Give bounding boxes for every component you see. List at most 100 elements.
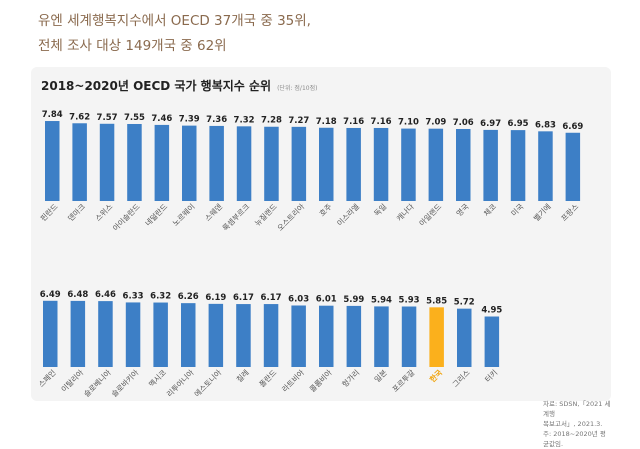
bar-일본 (374, 306, 389, 367)
bar-스위스 (99, 123, 115, 201)
value-label-덴마크: 7.62 (69, 112, 90, 122)
bar-벨기에 (538, 131, 553, 201)
category-label-벨기에: 벨기에 (532, 202, 553, 223)
source-line-1: 자료: SDSN,「2021 세계행 (543, 400, 611, 418)
value-label-네덜란드: 7.46 (151, 114, 172, 124)
bar-이스라엘 (346, 127, 361, 201)
value-label-영국: 7.06 (453, 118, 474, 128)
bar-오스트리아 (291, 126, 307, 201)
category-label-핀란드: 핀란드 (38, 201, 60, 223)
bar-폴란드 (263, 304, 279, 367)
bar-덴마크 (72, 123, 87, 201)
bar-스웨덴 (209, 125, 224, 201)
category-label-호주: 호주 (318, 202, 334, 218)
category-label-포르투갈: 포르투갈 (391, 368, 417, 394)
category-label-스위스: 스위스 (93, 202, 114, 223)
value-label-일본: 5.94 (371, 295, 392, 305)
category-label-콜롬비아: 콜롬비아 (307, 367, 334, 394)
category-label-오스트리아: 오스트리아 (275, 201, 307, 233)
chart-unit: (단위: 점/10점) (277, 85, 318, 92)
category-label-프랑스: 프랑스 (559, 202, 580, 223)
chart-title: 2018~2020년 OECD 국가 행복지수 순위 (단위: 점/10점) (41, 77, 317, 94)
source-line-3: 주: 2018~2020년 평균값임. (543, 430, 606, 448)
category-label-리투아니아: 리투아니아 (164, 367, 196, 399)
category-label-룩셈부르크: 룩셈부르크 (221, 202, 252, 233)
category-label-한국: 한국 (427, 367, 444, 384)
category-label-아일랜드: 아일랜드 (417, 201, 444, 228)
bar-노르웨이 (182, 125, 197, 201)
headline-line-2: 전체 조사 대상 149개국 중 62위 (38, 38, 227, 54)
value-label-에스토니아: 6.19 (205, 293, 226, 303)
bar-멕시코 (153, 302, 168, 367)
value-label-그리스: 5.72 (454, 298, 475, 308)
value-label-헝가리: 5.99 (343, 295, 364, 305)
category-label-라트비아: 라트비아 (279, 367, 306, 394)
category-label-이탈리아: 이탈리아 (59, 367, 86, 394)
category-label-슬로바키아: 슬로바키아 (109, 367, 141, 399)
category-label-미국: 미국 (509, 202, 525, 218)
category-label-캐나다: 캐나다 (395, 202, 416, 223)
headline-line-1: 유엔 세계행복지수에서 OECD 37개국 중 35위, (38, 13, 311, 29)
bar-프랑스 (565, 132, 581, 201)
bar-네덜란드 (154, 124, 170, 201)
value-label-룩셈부르크: 7.32 (234, 115, 255, 125)
bar-독일 (373, 127, 389, 201)
bar-에스토니아 (208, 303, 224, 367)
category-label-헝가리: 헝가리 (340, 368, 361, 389)
value-label-호주: 7.18 (316, 117, 337, 127)
source-note: 자료: SDSN,「2021 세계행 복보고서」, 2021.3. 주: 201… (543, 399, 611, 449)
category-label-체코: 체코 (481, 201, 498, 218)
bar-터키 (484, 316, 500, 367)
value-label-프랑스: 6.69 (562, 122, 583, 132)
value-label-핀란드: 7.84 (42, 110, 63, 120)
category-label-그리스: 그리스 (451, 368, 472, 389)
bar-호주 (319, 127, 334, 201)
bar-포르투갈 (401, 306, 417, 367)
bar-체코 (483, 129, 498, 201)
value-label-스위스: 7.57 (97, 113, 118, 123)
category-label-터키: 터키 (483, 368, 499, 384)
category-label-뉴질랜드: 뉴질랜드 (252, 201, 279, 228)
value-label-슬로베니아: 6.46 (95, 290, 116, 300)
headline: 유엔 세계행복지수에서 OECD 37개국 중 35위, 전체 조사 대상 14… (38, 9, 311, 59)
bar-캐나다 (401, 128, 416, 201)
value-label-아일랜드: 7.09 (425, 118, 446, 128)
bar-뉴질랜드 (264, 126, 279, 201)
category-label-네덜란드: 네덜란드 (143, 201, 170, 228)
category-label-스웨덴: 스웨덴 (203, 202, 224, 223)
bar-리투아니아 (181, 303, 196, 367)
value-label-벨기에: 6.83 (535, 120, 556, 130)
value-label-미국: 6.95 (508, 119, 529, 129)
value-label-독일: 7.16 (371, 117, 392, 127)
category-label-이스라엘: 이스라엘 (334, 201, 361, 228)
category-label-멕시코: 멕시코 (146, 367, 168, 389)
value-label-터키: 4.95 (481, 306, 502, 316)
value-label-스페인: 6.49 (40, 290, 61, 300)
value-label-오스트리아: 7.27 (288, 116, 309, 126)
bar-슬로베니아 (98, 301, 113, 367)
category-label-영국: 영국 (454, 201, 471, 218)
bar-룩셈부르크 (236, 126, 252, 201)
bar-한국 (429, 307, 444, 367)
category-label-덴마크: 덴마크 (66, 202, 87, 223)
value-label-아이슬란드: 7.55 (124, 113, 145, 123)
source-line-2: 복보고서」, 2021.3. (543, 420, 603, 428)
value-label-멕시코: 6.32 (150, 292, 171, 302)
value-label-슬로바키아: 6.33 (123, 291, 144, 301)
chart-panel: 2018~2020년 OECD 국가 행복지수 순위 (단위: 점/10점) 7.… (31, 67, 611, 448)
category-label-스페인: 스페인 (36, 367, 58, 389)
category-label-노르웨이: 노르웨이 (170, 201, 197, 228)
bar-헝가리 (346, 305, 362, 367)
value-label-뉴질랜드: 7.28 (261, 116, 282, 126)
bar-슬로바키아 (125, 302, 141, 367)
value-label-콜롬비아: 6.01 (316, 295, 337, 305)
bar-핀란드 (45, 121, 60, 201)
chart-title-text: 2018~2020년 OECD 국가 행복지수 순위 (41, 79, 272, 93)
bar-아일랜드 (428, 128, 444, 201)
category-label-에스토니아: 에스토니아 (192, 367, 224, 399)
bar-미국 (510, 130, 526, 201)
value-label-스웨덴: 7.36 (206, 115, 227, 125)
value-label-이탈리아: 6.48 (67, 290, 88, 300)
bar-영국 (456, 128, 471, 201)
category-label-칠레: 칠레 (235, 368, 251, 384)
